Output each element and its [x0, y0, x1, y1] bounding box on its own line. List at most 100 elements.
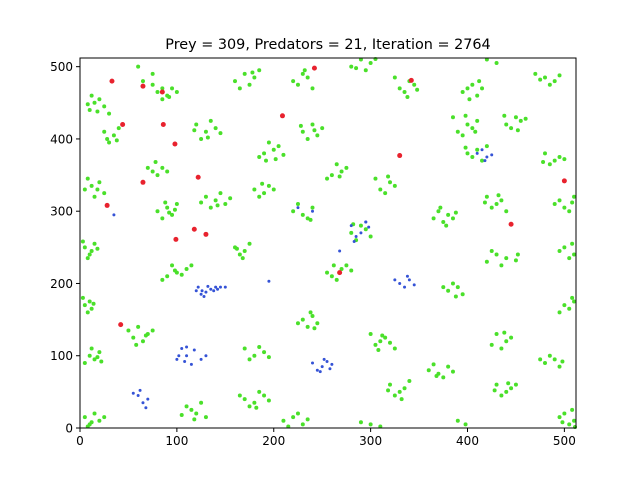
data-point — [446, 288, 451, 293]
data-point — [386, 388, 391, 393]
data-point — [470, 155, 475, 159]
data-point — [383, 191, 388, 196]
data-point — [82, 415, 87, 420]
data-point — [174, 201, 179, 206]
axes-frame — [79, 57, 577, 429]
data-point — [159, 89, 165, 95]
data-point — [143, 333, 148, 338]
data-point — [483, 159, 487, 163]
data-point — [513, 382, 518, 387]
data-point — [398, 281, 402, 285]
data-point — [373, 342, 378, 347]
data-point — [89, 346, 94, 351]
data-point — [349, 64, 354, 69]
data-point — [502, 330, 507, 335]
data-point — [276, 144, 281, 149]
data-point — [305, 417, 310, 422]
data-point — [199, 200, 204, 205]
data-point — [254, 405, 259, 410]
data-point — [264, 158, 268, 163]
data-point — [388, 382, 392, 387]
data-point — [92, 241, 97, 246]
data-point — [475, 118, 480, 123]
data-point — [237, 393, 242, 398]
data-point — [165, 274, 170, 279]
x-tick-label: 500 — [553, 434, 576, 448]
data-point — [557, 310, 562, 315]
data-point — [208, 118, 213, 123]
data-point — [252, 353, 257, 358]
data-point — [312, 128, 317, 133]
data-point — [455, 418, 460, 423]
data-point — [189, 263, 194, 268]
data-point — [199, 400, 204, 405]
data-point — [378, 339, 383, 344]
data-point — [547, 82, 552, 87]
data-point — [89, 248, 94, 253]
data-point — [185, 345, 189, 349]
y-tick-label: 500 — [50, 60, 73, 74]
data-point — [192, 417, 197, 422]
data-point — [496, 193, 501, 198]
data-point — [560, 420, 565, 425]
data-point — [508, 221, 514, 227]
data-point — [291, 79, 296, 84]
data-point — [92, 357, 97, 362]
data-point — [562, 205, 567, 210]
data-point — [203, 231, 209, 237]
data-point — [242, 248, 247, 253]
data-point — [380, 333, 385, 338]
data-point — [140, 79, 145, 84]
data-point — [97, 350, 102, 355]
data-point — [136, 393, 140, 397]
data-point — [567, 256, 572, 261]
data-point — [165, 205, 170, 210]
data-point — [291, 415, 296, 420]
data-point — [105, 136, 110, 141]
data-point — [392, 183, 397, 188]
data-point — [173, 236, 179, 242]
data-point — [102, 191, 107, 196]
data-point — [202, 294, 206, 298]
data-point — [179, 272, 184, 277]
data-point — [92, 411, 97, 416]
data-point — [281, 152, 286, 157]
data-point — [262, 350, 267, 355]
data-point — [184, 267, 189, 272]
data-point — [475, 93, 480, 98]
data-point — [450, 369, 455, 374]
x-tick-label: 100 — [165, 434, 188, 448]
data-point — [386, 174, 391, 179]
x-tick-label: 400 — [456, 434, 479, 448]
data-point — [331, 263, 336, 268]
data-point — [509, 386, 514, 391]
data-point — [298, 123, 303, 128]
data-point — [499, 198, 504, 203]
data-point — [480, 148, 484, 152]
data-point — [349, 224, 353, 228]
data-point — [480, 158, 485, 163]
data-point — [160, 165, 165, 170]
data-point — [203, 415, 208, 420]
data-point — [572, 194, 577, 199]
data-point — [311, 65, 317, 71]
data-point — [450, 281, 455, 286]
data-point — [223, 285, 227, 289]
data-point — [89, 306, 94, 311]
data-point — [203, 194, 208, 199]
data-point — [150, 82, 155, 87]
data-point — [489, 205, 494, 210]
data-point — [223, 201, 228, 206]
data-point — [234, 246, 239, 251]
data-point — [506, 381, 511, 386]
data-point — [393, 278, 397, 282]
data-point — [114, 138, 119, 143]
data-point — [489, 342, 494, 347]
data-point — [484, 259, 489, 264]
data-point — [172, 141, 178, 147]
data-point — [208, 205, 213, 210]
data-point — [415, 87, 420, 92]
data-point — [465, 151, 470, 156]
data-point — [310, 86, 315, 91]
data-point — [87, 252, 92, 257]
